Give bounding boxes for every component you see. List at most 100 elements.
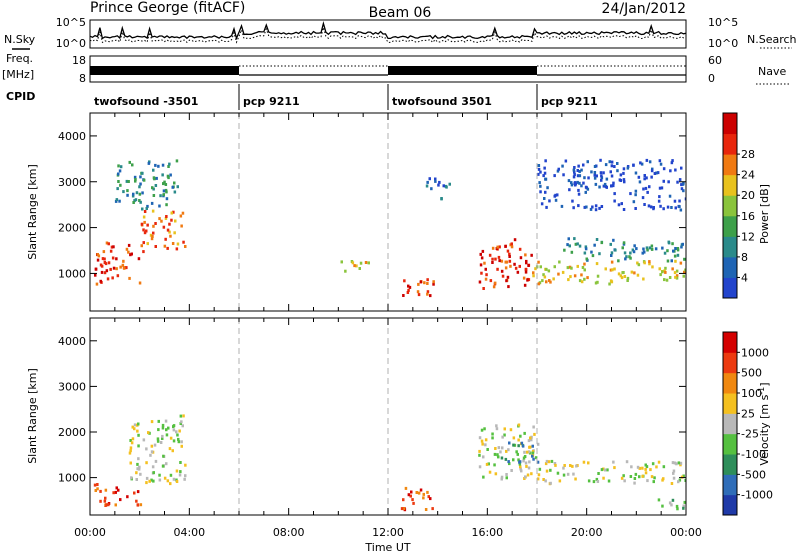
power-echo-cell — [609, 170, 612, 174]
power-echo-cell — [600, 241, 603, 245]
velocity-echo-cell — [135, 499, 138, 503]
velocity-echo-cell — [495, 424, 498, 428]
velocity-echo-cell — [513, 443, 517, 447]
power-echo-cell — [426, 180, 429, 184]
power-echo-cell — [169, 234, 172, 238]
velocity-echo-cell — [139, 472, 142, 476]
power-echo-cell — [570, 181, 573, 185]
velocity-echo-cell — [404, 486, 408, 490]
power-echo-cell — [573, 173, 576, 176]
velocity-echo-cell — [133, 491, 136, 495]
time-tick-label: 12:00 — [372, 526, 404, 539]
power-echo-cell — [507, 285, 510, 289]
velocity-echo-cell — [507, 448, 510, 452]
power-echo-cell — [547, 269, 551, 273]
noise-left-tick-high: 10^5 — [56, 16, 86, 29]
power-echo-cell — [681, 242, 684, 246]
power-colorbar-tick-label: 8 — [741, 251, 748, 264]
velocity-panel-frame — [89, 317, 687, 516]
power-echo-cell — [570, 183, 574, 187]
power-echo-cell — [513, 262, 516, 266]
power-echo-cell — [646, 190, 649, 194]
cpid-segment-label-3: pcp 9211 — [541, 95, 598, 108]
velocity-echo-cell — [553, 462, 557, 465]
power-echo-cell — [616, 162, 619, 165]
velocity-echo-cell — [478, 453, 481, 457]
velocity-echo-cell — [644, 467, 647, 471]
power-echo-cell — [666, 249, 669, 253]
velocity-echo-cell — [171, 449, 174, 453]
power-echo-cell — [496, 245, 499, 249]
velocity-echoes — [93, 414, 686, 512]
power-echo-cell — [574, 242, 578, 246]
velocity-echo-cell — [107, 503, 110, 507]
power-echo-cell — [663, 251, 667, 255]
power-echo-cell — [682, 274, 685, 278]
velocity-echo-cell — [677, 461, 681, 465]
velocity-echo-cell — [531, 450, 535, 453]
power-echo-cell — [544, 190, 547, 194]
cpid-row: twofsound -3501 pcp 9211 twofsound 3501 pcp… — [94, 84, 598, 110]
power-echo-cell — [602, 184, 606, 188]
power-echo-cell — [179, 214, 183, 218]
velocity-echo-cell — [179, 422, 182, 425]
velocity-ytick-label: 4000 — [58, 335, 86, 348]
velocity-echo-cell — [527, 450, 531, 454]
velocity-echo-cell — [158, 478, 162, 482]
velocity-echo-cell — [661, 478, 664, 482]
velocity-echo-cell — [485, 462, 489, 466]
velocity-echo-cell — [411, 498, 414, 502]
power-echo-cell — [448, 182, 451, 186]
velocity-echo-cell — [582, 460, 586, 464]
power-echo-cell — [626, 276, 630, 280]
power-echo-cell — [650, 175, 653, 179]
power-echo-cell — [527, 264, 530, 267]
velocity-echo-cell — [520, 441, 524, 445]
power-echo-cell — [491, 257, 494, 261]
power-echo-cell — [670, 206, 673, 209]
power-echo-cell — [557, 167, 560, 171]
velocity-echo-cell — [419, 488, 423, 492]
power-echo-cell — [651, 265, 654, 269]
velocity-echo-cell — [94, 489, 97, 492]
power-echo-cell — [524, 267, 528, 271]
velocity-echo-cell — [512, 436, 516, 440]
velocity-echo-cell — [487, 462, 490, 466]
power-echo-cell — [629, 256, 632, 260]
power-echo-cell — [127, 250, 130, 254]
power-echo-cell — [509, 264, 512, 268]
power-echo-cell — [632, 163, 635, 167]
velocity-echo-cell — [672, 469, 676, 473]
power-echo-cell — [508, 252, 511, 256]
power-echo-cell — [622, 167, 626, 171]
velocity-echo-cell — [129, 461, 132, 465]
power-echo-cell — [139, 200, 142, 204]
power-echo-cell — [567, 179, 571, 183]
power-echo-cell — [115, 198, 119, 202]
power-echo-cell — [603, 182, 607, 186]
velocity-echo-cell — [407, 493, 411, 497]
power-echo-cell — [667, 240, 670, 244]
power-echo-cell — [644, 186, 648, 190]
power-echo-cell — [652, 207, 655, 211]
power-echo-cell — [140, 244, 143, 248]
power-echo-cell — [676, 247, 680, 250]
power-echo-cell — [355, 264, 358, 268]
velocity-echo-cell — [503, 433, 506, 437]
power-echo-cell — [162, 193, 165, 197]
power-echo-cell — [622, 208, 626, 211]
power-echo-cell — [582, 163, 585, 167]
velocity-echo-cell — [536, 460, 540, 464]
freq-right-tick-high: 60 — [708, 54, 722, 67]
power-echo-cell — [590, 250, 593, 254]
velocity-echo-cell — [400, 507, 404, 511]
power-echo-cell — [594, 208, 598, 212]
power-echo-cell — [508, 259, 512, 263]
power-echo-cell — [626, 165, 630, 168]
velocity-echo-cell — [536, 477, 540, 481]
power-echo-cell — [519, 256, 523, 260]
power-echo-cell — [514, 266, 518, 270]
velocity-echo-cell — [524, 461, 528, 465]
velocity-echo-cell — [104, 496, 107, 500]
velocity-echo-cell — [562, 473, 566, 477]
